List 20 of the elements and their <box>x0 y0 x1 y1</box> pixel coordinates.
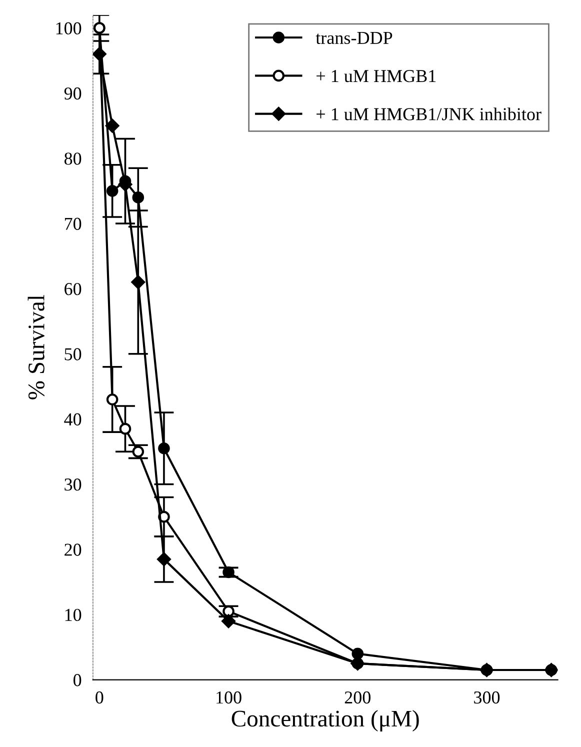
x-tick-label: 0 <box>96 691 104 704</box>
y-tick-label: 70 <box>64 218 82 230</box>
y-tick-label: 50 <box>64 348 82 360</box>
y-tick-label: 60 <box>64 282 82 296</box>
legend-label: trans-DDP <box>316 32 392 44</box>
x-axis-title: Concentration (μM) <box>232 710 419 732</box>
y-tick-label: 0 <box>74 674 82 686</box>
y-tick-label: 20 <box>64 544 82 556</box>
y-tick-label: 80 <box>64 152 82 165</box>
y-tick-label: 100 <box>56 22 82 34</box>
y-axis-title: % Survival <box>28 295 44 400</box>
x-tick-label: 100 <box>216 691 242 704</box>
x-tick-label: 300 <box>474 691 500 704</box>
y-tick-label: 40 <box>64 413 82 426</box>
y-tick-label: 90 <box>64 87 82 100</box>
legend-label: + 1 uM HMGB1/JNK inhibitor <box>316 108 542 120</box>
y-tick-label: 30 <box>64 478 82 491</box>
y-tick-label: 10 <box>65 608 82 622</box>
x-tick-label: 200 <box>344 691 370 704</box>
legend-label: + 1 uM HMGB1 <box>316 70 436 82</box>
